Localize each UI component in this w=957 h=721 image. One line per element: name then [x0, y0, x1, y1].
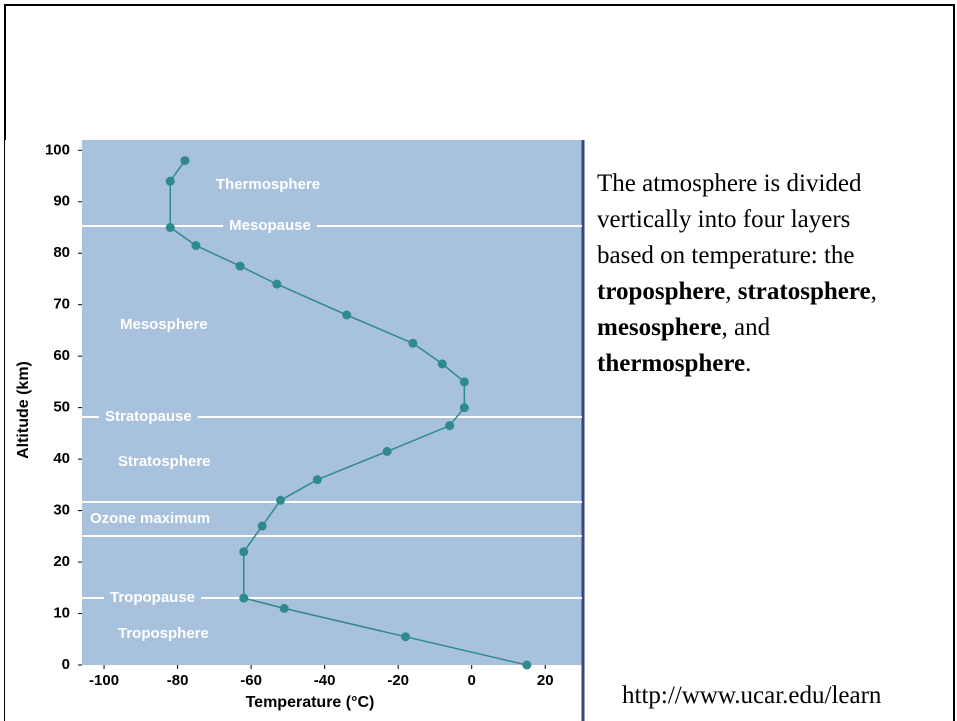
text-run: The atmosphere is divided vertically int…	[597, 170, 862, 269]
data-point	[401, 632, 411, 642]
data-point	[437, 359, 447, 369]
data-point	[279, 603, 289, 613]
data-point	[445, 421, 455, 431]
annotation-bg	[209, 175, 327, 195]
data-point	[276, 495, 286, 505]
x-tick-label: -100	[89, 672, 119, 689]
annotation-bg	[99, 407, 198, 427]
y-tick-label: 30	[53, 502, 70, 519]
annotation: Mesosphere	[120, 316, 208, 333]
x-axis-label: Temperature (°C)	[246, 694, 375, 711]
data-point	[180, 156, 190, 166]
y-tick-label: 90	[53, 193, 70, 210]
annotation: Tropopause	[110, 589, 195, 606]
x-tick-label: -40	[314, 672, 336, 689]
annotation-bg	[112, 452, 217, 472]
x-tick-label: -60	[240, 672, 262, 689]
data-point	[342, 310, 352, 320]
bold-term: mesosphere	[597, 314, 722, 341]
data-point	[165, 176, 175, 186]
y-tick-label: 100	[45, 141, 70, 158]
annotation-bg	[223, 216, 317, 236]
y-tick-label: 70	[53, 296, 70, 313]
bold-term: thermosphere	[597, 350, 746, 377]
description: The atmosphere is divided vertically int…	[597, 166, 897, 382]
y-tick-label: 40	[53, 450, 70, 467]
x-tick-label: 0	[468, 672, 476, 689]
data-point	[257, 521, 267, 531]
credit: The COMET Program	[414, 699, 540, 714]
data-point	[459, 377, 469, 387]
data-point	[239, 547, 249, 557]
data-point	[272, 279, 282, 289]
bold-term: stratosphere	[737, 278, 871, 305]
bold-term: troposphere	[597, 278, 726, 305]
y-tick-label: 10	[53, 604, 70, 621]
annotation: Troposphere	[118, 625, 209, 642]
annotation-bg	[84, 509, 217, 529]
y-tick-label: 80	[53, 244, 70, 261]
x-tick-label: -20	[387, 672, 409, 689]
data-point	[408, 338, 418, 348]
annotation-bg	[104, 588, 202, 608]
plot-area	[82, 140, 582, 665]
annotation-bg	[114, 315, 214, 335]
y-tick-label: 60	[53, 347, 70, 364]
annotation: Ozone maximum	[90, 510, 210, 527]
source-url: http://www.ucar.edu/learn	[622, 682, 882, 709]
text-run: ,	[870, 278, 877, 305]
data-point	[522, 660, 532, 670]
annotation: Stratosphere	[118, 453, 211, 470]
annotation: Thermosphere	[216, 176, 320, 193]
text-run: .	[745, 350, 752, 377]
data-point	[235, 261, 245, 271]
data-point	[165, 223, 175, 232]
y-axis-label: Altitude (km)	[15, 361, 32, 459]
data-point	[239, 593, 249, 603]
annotation: Mesopause	[229, 217, 311, 234]
text-run: ,	[725, 278, 738, 305]
y-tick-label: 0	[62, 656, 70, 673]
annotation: Stratopause	[105, 408, 192, 425]
annotation-bg	[112, 624, 215, 644]
y-tick-label: 20	[53, 553, 70, 570]
data-point	[191, 241, 201, 251]
data-point	[459, 403, 469, 413]
data-point	[382, 446, 392, 456]
y-tick-label: 50	[53, 399, 70, 416]
data-point	[312, 475, 322, 485]
text-run: , and	[721, 314, 771, 341]
x-tick-label: 20	[537, 672, 554, 689]
x-tick-label: -80	[167, 672, 189, 689]
